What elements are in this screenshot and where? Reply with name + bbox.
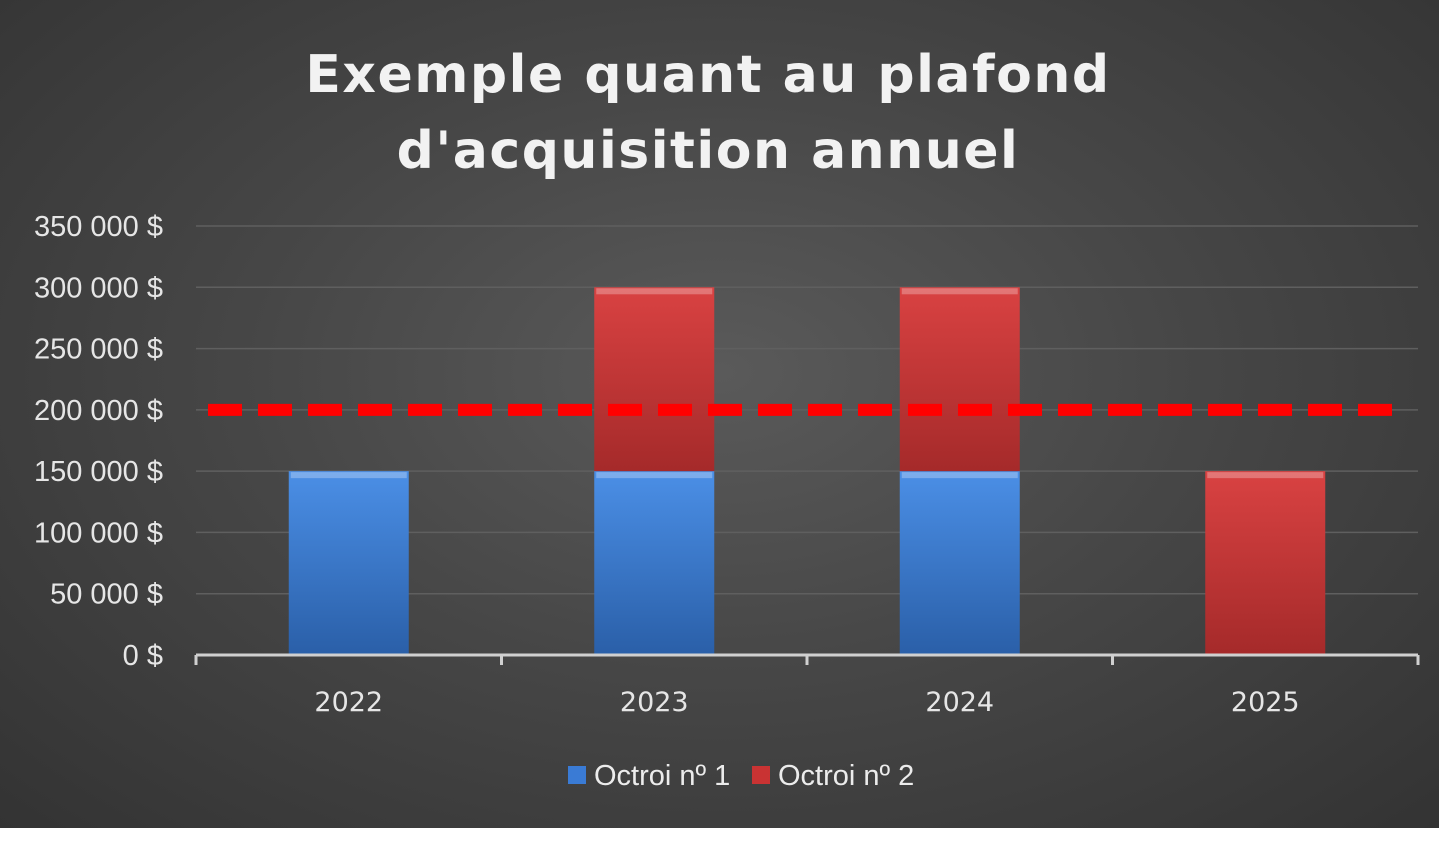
- y-tick-label: 0 $: [123, 640, 163, 672]
- bar-highlight: [596, 472, 713, 479]
- y-tick-label: 250 000 $: [34, 334, 163, 366]
- bar-highlight: [901, 288, 1018, 295]
- y-tick-label: 300 000 $: [34, 272, 163, 304]
- legend-marker-1: [568, 766, 586, 784]
- bars: [288, 287, 1326, 655]
- legend-marker-2: [752, 766, 770, 784]
- y-tick-label: 200 000 $: [34, 395, 163, 427]
- bar-2-2024: [899, 287, 1020, 472]
- y-axis-tick-labels: 0 $ 50 000 $ 100 000 $ 150 000 $ 200 000 $ 25…: [34, 211, 163, 672]
- y-tick-label: 150 000 $: [34, 456, 163, 488]
- bar-highlight: [290, 472, 407, 479]
- legend: Octroi nº 1 Octroi nº 2: [568, 760, 914, 792]
- x-tick-label: 2022: [314, 687, 383, 718]
- bar-highlight: [1207, 472, 1324, 479]
- x-axis-tick-labels: 2022 2023 2024 2025: [314, 687, 1299, 718]
- legend-label-2: Octroi nº 2: [778, 760, 914, 792]
- bar-2-2023: [594, 287, 715, 472]
- bar-1-2024: [899, 471, 1020, 655]
- chart-title: Exemple quant au plafond d'acquisition a…: [305, 45, 1110, 181]
- chart-title-line-1: Exemple quant au plafond: [305, 45, 1110, 105]
- x-tick-label: 2025: [1231, 687, 1300, 718]
- y-tick-label: 50 000 $: [50, 579, 163, 611]
- bar-1-2023: [594, 471, 715, 655]
- bar-1-2022: [288, 471, 409, 655]
- x-axis: [194, 653, 1420, 665]
- bar-highlight: [596, 288, 713, 295]
- bar-2-2025: [1205, 471, 1326, 655]
- y-tick-label: 350 000 $: [34, 211, 163, 243]
- chart-title-line-2: d'acquisition annuel: [397, 121, 1020, 181]
- x-tick-label: 2023: [620, 687, 689, 718]
- bar-highlight: [901, 472, 1018, 479]
- y-tick-label: 100 000 $: [34, 517, 163, 549]
- x-tick-label: 2024: [925, 687, 994, 718]
- legend-label-1: Octroi nº 1: [594, 760, 730, 792]
